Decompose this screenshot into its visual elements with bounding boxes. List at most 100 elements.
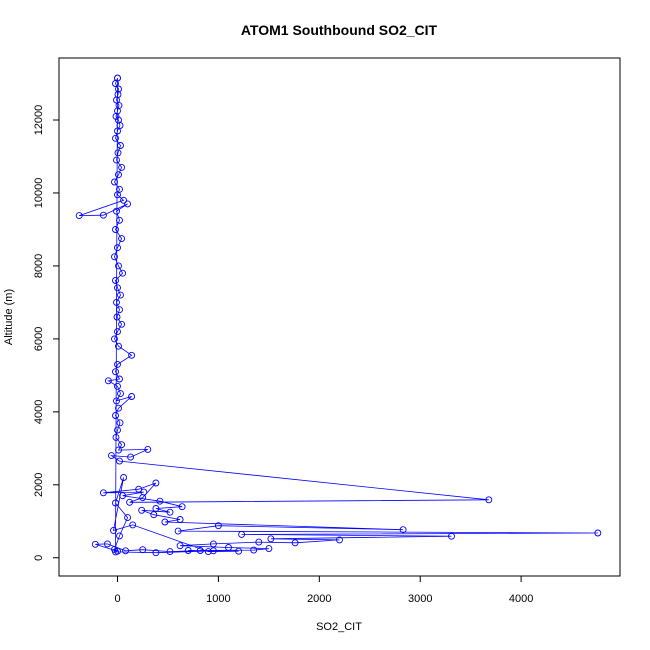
y-tick-label: 4000 [33, 400, 45, 424]
x-tick-label: 0 [114, 593, 120, 605]
data-point [336, 536, 343, 544]
data-point [176, 516, 184, 523]
data-point [115, 404, 122, 412]
data-point [128, 351, 136, 359]
plot-area [75, 74, 602, 557]
data-point [99, 211, 107, 219]
data-point [113, 156, 120, 164]
data-point [184, 547, 192, 554]
data-point [112, 277, 119, 284]
data-point [110, 526, 117, 534]
data-point [118, 320, 126, 328]
data-point [112, 412, 119, 419]
x-tick-label: 3000 [408, 593, 432, 605]
data-point [129, 521, 137, 529]
data-point [114, 127, 121, 135]
data-point [116, 419, 124, 427]
data-point [176, 542, 184, 550]
data-point [114, 426, 121, 434]
series-line [79, 77, 598, 554]
data-point [120, 474, 128, 481]
data-point [127, 453, 135, 461]
data-point [112, 226, 119, 233]
data-point [119, 492, 127, 500]
y-tick-label: 2000 [33, 473, 45, 497]
data-point [166, 548, 174, 556]
y-tick-label: 0 [33, 555, 45, 561]
data-point [116, 532, 123, 540]
data-point [111, 178, 118, 186]
data-point [112, 112, 120, 120]
data-point [209, 547, 217, 555]
data-point [485, 496, 493, 504]
data-point [114, 191, 121, 199]
data-point [128, 393, 136, 400]
data-point [255, 538, 263, 546]
data-point [150, 511, 158, 519]
data-point [111, 253, 118, 261]
y-tick-label: 8000 [33, 254, 45, 278]
data-point [115, 262, 122, 270]
data-point [117, 142, 124, 149]
data-point [126, 498, 134, 506]
x-tick-label: 2000 [307, 593, 331, 605]
x-axis: 0 1000 2000 3000 4000 [114, 575, 533, 605]
data-point [114, 149, 122, 157]
data-point [250, 546, 258, 554]
data-point [124, 200, 132, 208]
data-point [448, 532, 455, 540]
data-point [116, 306, 123, 314]
data-point [113, 96, 120, 104]
data-point [113, 298, 120, 306]
data-point [111, 335, 118, 343]
y-tick-label: 6000 [33, 327, 45, 351]
data-point [118, 163, 126, 171]
y-tick-label: 10000 [33, 178, 45, 209]
data-point [113, 397, 120, 405]
data-point [594, 529, 602, 537]
data-point [115, 85, 122, 93]
data-point [114, 244, 121, 252]
data-point [116, 375, 123, 383]
y-tick-label: 12000 [33, 105, 45, 136]
data-point [117, 390, 124, 398]
plot-frame [58, 57, 621, 577]
data-point [152, 479, 160, 487]
data-point [114, 328, 121, 336]
y-axis-label: Altitude (m) [3, 289, 15, 345]
data-point [112, 548, 119, 556]
data-point [117, 291, 124, 299]
data-point [114, 360, 121, 368]
data-point [113, 313, 121, 321]
x-tick-label: 4000 [509, 593, 533, 605]
data-point [99, 489, 107, 497]
data-point [104, 377, 112, 385]
data-point [116, 216, 123, 224]
data-point [161, 518, 169, 526]
data-point [112, 433, 120, 441]
data-point [214, 522, 222, 530]
data-point [112, 368, 119, 376]
data-point [75, 212, 83, 220]
data-point [114, 382, 121, 390]
data-point [115, 446, 122, 454]
data-point [108, 452, 115, 460]
data-point [209, 540, 217, 548]
data-point [114, 284, 121, 292]
data-point [112, 134, 119, 142]
data-point [152, 549, 160, 557]
data-point [174, 527, 182, 535]
data-point [291, 539, 299, 547]
data-point [265, 545, 273, 553]
data-point [166, 508, 174, 516]
x-axis-label: SO2_CIT [316, 621, 362, 633]
data-point [267, 535, 275, 543]
data-point [113, 207, 120, 215]
data-point [152, 505, 160, 512]
x-tick-label: 1000 [206, 593, 230, 605]
data-point [139, 546, 147, 554]
data-point [118, 441, 126, 449]
data-point [140, 488, 148, 496]
data-point [114, 74, 121, 82]
